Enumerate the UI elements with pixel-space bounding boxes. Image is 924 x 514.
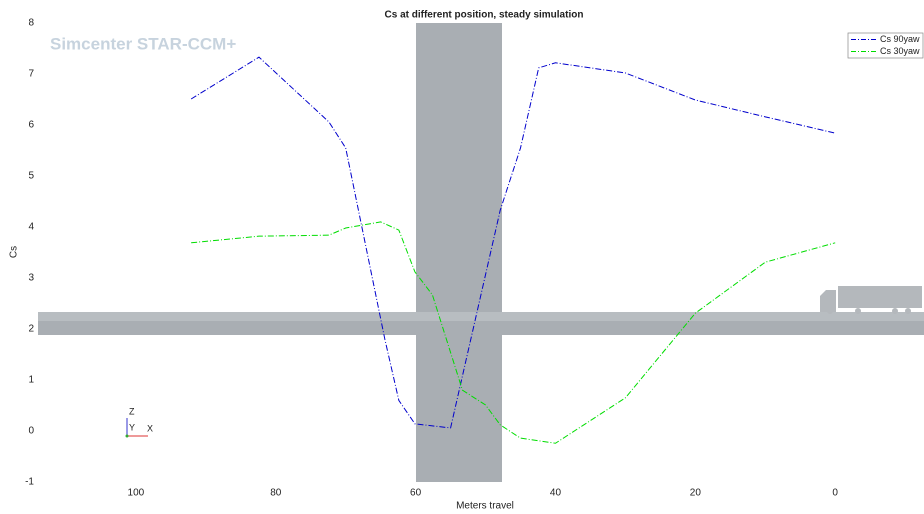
y-tick-label: 4 bbox=[28, 222, 34, 233]
x-tick-label: 0 bbox=[832, 488, 838, 499]
y-axis-label: Cs bbox=[9, 246, 20, 258]
y-tick-label: 7 bbox=[28, 69, 34, 80]
series-line bbox=[191, 221, 836, 444]
x-axis-label: Meters travel bbox=[456, 501, 514, 512]
triad-label: Y bbox=[129, 422, 135, 432]
triad-label: Z bbox=[129, 406, 135, 416]
y-tick-label: 8 bbox=[28, 18, 34, 29]
x-tick-label: 20 bbox=[690, 488, 702, 499]
road-top bbox=[38, 312, 924, 321]
y-tick-label: -1 bbox=[25, 477, 34, 488]
y-tick-label: 0 bbox=[28, 426, 34, 437]
x-tick-label: 80 bbox=[270, 488, 282, 499]
watermark: Simcenter STAR-CCM+ bbox=[50, 34, 236, 53]
y-tick-label: 5 bbox=[28, 171, 34, 182]
x-tick-label: 100 bbox=[128, 488, 145, 499]
y-tick-label: 3 bbox=[28, 273, 34, 284]
series-line bbox=[190, 56, 836, 429]
chart-title: Cs at different position, steady simulat… bbox=[385, 10, 584, 21]
legend-label: Cs 90yaw bbox=[880, 34, 920, 44]
x-tick-label: 60 bbox=[410, 488, 422, 499]
y-tick-label: 1 bbox=[28, 375, 34, 386]
triad: Z Y X bbox=[125, 406, 153, 438]
x-tick-label: 40 bbox=[550, 488, 562, 499]
triad-label: X bbox=[147, 423, 153, 433]
y-tick-label: 6 bbox=[28, 120, 34, 131]
legend-box bbox=[847, 32, 924, 59]
truck-icon bbox=[820, 286, 922, 314]
tunnel-band bbox=[416, 23, 502, 482]
legend-label: Cs 30yaw bbox=[880, 46, 920, 56]
y-tick-label: 2 bbox=[28, 324, 34, 335]
